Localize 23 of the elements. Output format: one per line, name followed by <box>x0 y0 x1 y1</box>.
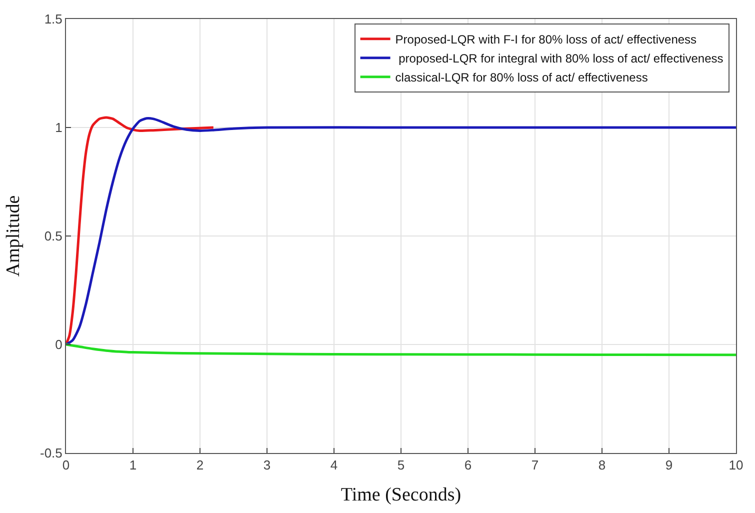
x-tick-label: 5 <box>397 458 405 473</box>
x-tick-label: 2 <box>196 458 204 473</box>
y-tick-label: 1 <box>55 120 62 136</box>
x-tick-label: 7 <box>531 458 539 473</box>
x-tick-label: 6 <box>464 458 472 473</box>
y-axis-title: Amplitude <box>2 195 24 277</box>
legend-label: proposed-LQR for integral with 80% loss of act/ effectiveness <box>395 52 724 66</box>
x-tick-label: 4 <box>330 458 338 473</box>
x-tick-label: 1 <box>129 458 137 473</box>
line-series <box>66 117 736 346</box>
x-tick-label: 10 <box>728 458 744 473</box>
line-series <box>66 343 736 356</box>
x-tick-label: 3 <box>263 458 271 473</box>
y-tick-label: 0 <box>55 337 62 352</box>
line-series <box>66 116 215 346</box>
y-tick-label: 0.5 <box>44 228 62 244</box>
x-tick-label: 8 <box>598 458 606 473</box>
x-axis-title: Time (Seconds) <box>340 484 462 506</box>
x-tick-label: 9 <box>665 458 673 473</box>
legend-label: Proposed-LQR with F-I for 80% loss of act/ effectiveness <box>395 32 697 47</box>
y-tick-label: -0.5 <box>40 446 62 461</box>
y-tick-label: 1.5 <box>44 12 62 27</box>
legend-label: classical-LQR for 80% loss of act/ effectiveness <box>395 70 648 85</box>
